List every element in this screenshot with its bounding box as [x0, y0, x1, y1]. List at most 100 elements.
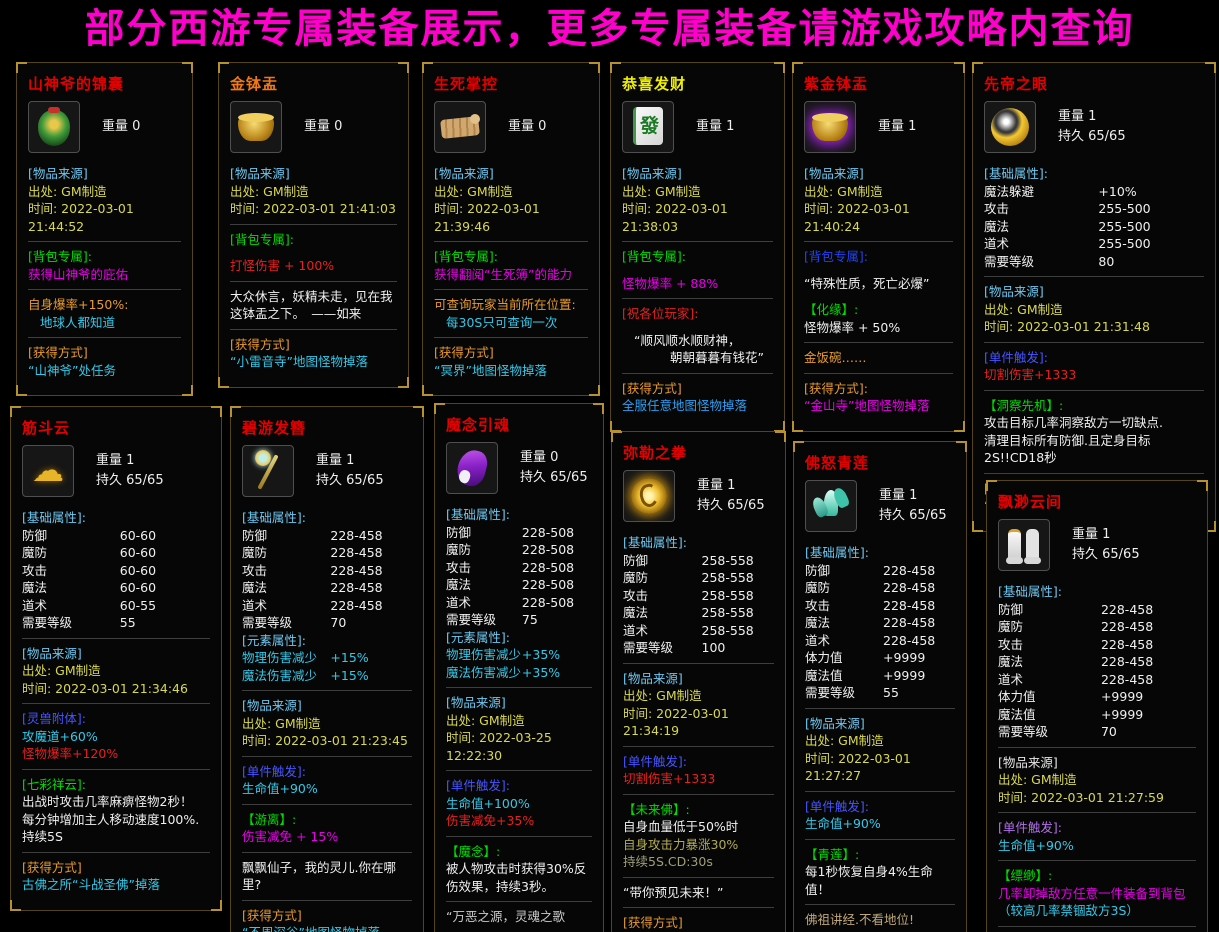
icon-glyph [435, 102, 485, 152]
text-line: [获得方式] [623, 915, 683, 930]
text-line: 自身爆率+150%: [28, 297, 129, 312]
item-name: 筋斗云 [22, 419, 71, 437]
eye-icon[interactable] [984, 101, 1036, 153]
stat-row: 需要等级 75 [446, 611, 592, 629]
item-header: 重量 1 持久 65/65 [984, 101, 1204, 153]
text-line: [背包专属]: [804, 249, 868, 264]
text-line: 时间: 2022-03-01 21:34:19 [623, 705, 733, 739]
corner-decoration [10, 899, 21, 911]
fist-icon[interactable] [623, 470, 675, 522]
text-line: 【魔念】: [446, 843, 501, 859]
item-meta: 重量 1 持久 65/65 [697, 476, 765, 516]
corner-decoration [211, 899, 222, 911]
boots-icon[interactable] [998, 519, 1050, 571]
stat-label: 攻击 [242, 562, 268, 578]
text-line: 伤害减免+35% [446, 813, 535, 828]
text-line: 获得翻阅“生死簿”的能力 [434, 266, 572, 282]
text-line: [单件触发]: [446, 778, 510, 793]
info-section: 佛祖讲经.不看地位! [805, 904, 955, 932]
scroll-icon[interactable] [434, 101, 486, 153]
durability-value: 持久 65/65 [1058, 129, 1126, 144]
stat-value: 228-458 [883, 580, 936, 595]
hairpin-icon[interactable] [242, 445, 294, 497]
text-line: [背包专属]: [622, 249, 686, 264]
stat-label: 防御 [623, 552, 649, 568]
info-section: 金饭碗…… [804, 342, 953, 373]
info-section: [基础属性]: 防御 258-558 魔防 258-558 攻击 258-558 魔法 258-… [623, 528, 774, 663]
pouch-icon[interactable] [28, 101, 80, 153]
stat-row: 魔法伤害减少 +15% [242, 667, 412, 685]
stat-value: 228-458 [330, 597, 383, 613]
text-line: 时间: 2022-03-01 21:23:45 [242, 733, 408, 748]
stat-value: 228-458 [330, 545, 383, 560]
item-card-zijin-bayu: 紫金钵盂 重量 1 [物品来源] 出处: GM制造 时间: 2022-03-01 21:… [792, 62, 965, 432]
text-line: 可查询玩家当前所在位置: [434, 297, 576, 312]
text-line: 出处: GM制造 [230, 183, 309, 199]
mahjong-icon[interactable]: 發 [622, 101, 674, 153]
stat-row: 魔法躲避 +10% [984, 183, 1204, 201]
stat-value: +15% [330, 650, 369, 665]
text-line: 出处: GM制造 [622, 183, 701, 199]
stat-label: 魔防 [998, 619, 1024, 634]
info-section: “带你预见未来！” [623, 876, 774, 908]
info-section: [获得方式]“不周深谷”地图怪物掉落 [242, 899, 412, 932]
corner-decoration [774, 62, 785, 73]
text-line: [物品来源] [998, 754, 1058, 770]
stat-row: 需要等级 100 [623, 639, 774, 657]
stat-row: 道术 60-55 [22, 597, 210, 615]
info-section: [背包专属]: 怪物爆率 + 88% [622, 241, 773, 298]
lotus-icon[interactable] [805, 480, 857, 532]
stat-value: +15% [330, 667, 369, 683]
info-section: [背包专属]: 获得山神爷的庇佑 [28, 241, 181, 289]
goldbowl-icon[interactable] [230, 101, 282, 153]
claw-icon[interactable] [446, 442, 498, 494]
corner-decoration [954, 420, 965, 432]
item-card-gongxi-facai: 恭喜发财發 重量 1 [物品来源] 出处: GM制造 时间: 2022-03-01 21… [610, 62, 785, 432]
stat-row: 防御 228-508 [446, 524, 592, 542]
corner-decoration [589, 385, 600, 396]
item-name: 山神爷的锦囊 [28, 75, 125, 93]
stat-value: +35% [521, 647, 561, 662]
stat-row: 防御 258-558 [623, 552, 774, 570]
text-line: 被人物攻击时获得30%反伤效果，持续3秒。 [446, 861, 587, 894]
stat-label: 需要等级 [446, 612, 497, 627]
text-line: 金饭碗…… [804, 350, 867, 365]
text-line: 大众休言，妖精未走，见在我这钵盂之下。 ——如来 [230, 288, 393, 322]
text-line: 全服任意地图怪物掉落 [622, 398, 748, 413]
text-line: 【游离】: [242, 811, 297, 827]
durability-value: 持久 65/65 [697, 498, 765, 513]
info-section: [获得方式]“西牛贺州”地图怪物掉落 [998, 925, 1196, 932]
corner-decoration [422, 385, 433, 396]
stat-value: 80 [1098, 253, 1115, 269]
stat-value: 70 [1100, 724, 1117, 739]
text-line: 出处: GM制造 [984, 301, 1063, 317]
info-section: [基础属性]: 防御 228-458 魔防 228-458 攻击 228-458 魔法 228-… [998, 577, 1196, 747]
text-line: 怪物爆率+120% [22, 746, 119, 761]
stat-value: 60-60 [119, 580, 157, 595]
item-name: 生死掌控 [434, 75, 499, 93]
text-line: 地球人都知道 [40, 314, 116, 330]
info-section: 飘飘仙子，我的灵儿.你在哪里? [242, 851, 412, 900]
stat-value: 255-500 [1098, 201, 1151, 216]
item-meta: 重量 1 持久 65/65 [96, 451, 164, 491]
text-line: [元素属性]: [242, 632, 306, 648]
info-section: [获得方式]: “金山寺”地图怪物掉落 [804, 372, 953, 421]
text-line: [单件触发]: [623, 753, 687, 769]
text-line: 出处: GM制造 [434, 183, 513, 199]
stat-value: 55 [883, 685, 899, 700]
stat-value: 60-60 [119, 527, 157, 543]
stat-value: +9999 [883, 667, 926, 683]
weight-value: 重量 1 [96, 453, 135, 468]
cloud-icon[interactable]: ☁ [22, 445, 74, 497]
info-section: [获得方式]“古佛”地图怪物掉落 [623, 907, 774, 932]
stat-label: 魔法 [446, 577, 472, 592]
stat-label: 道术 [805, 632, 831, 648]
text-line: [基础属性]: [22, 510, 86, 525]
corner-decoration [954, 62, 965, 73]
text-line: 伤害减免 + 15% [242, 829, 339, 844]
text-line: “顺风顺水顺财神， [634, 332, 741, 348]
corner-decoration [986, 480, 997, 491]
icon-glyph [806, 481, 856, 531]
info-section: 自身爆率+150%: 地球人都知道 [28, 289, 181, 337]
purplebowl-icon[interactable] [804, 101, 856, 153]
